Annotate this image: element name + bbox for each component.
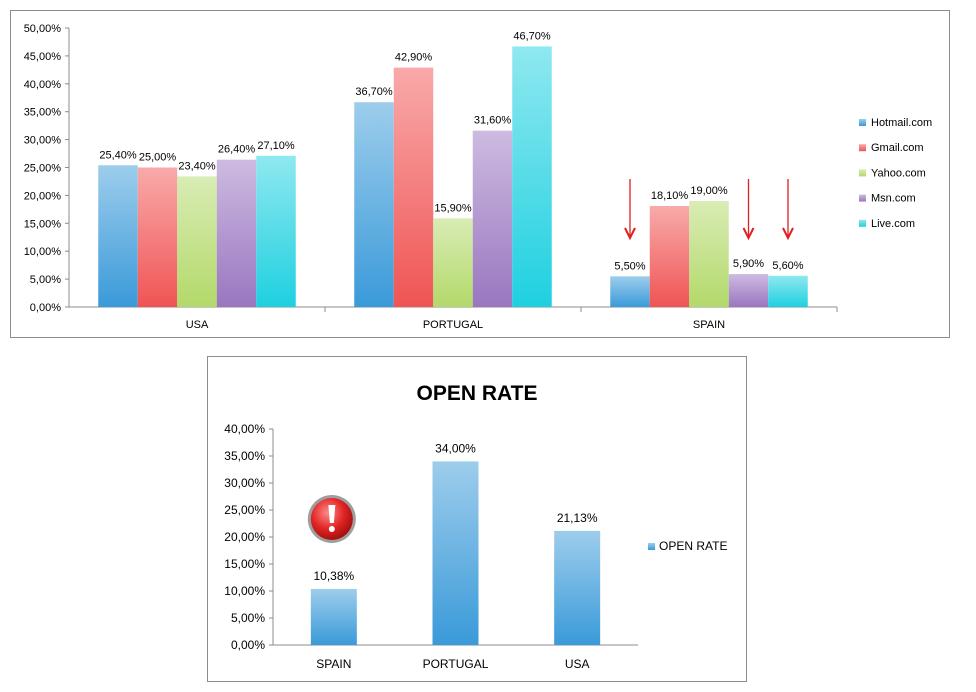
bar — [393, 67, 434, 307]
y-tick-label: 10,00% — [224, 584, 265, 598]
y-tick-label: 0,00% — [231, 638, 265, 652]
legend-entry: Msn.com — [871, 193, 916, 205]
bar — [768, 275, 808, 307]
bar — [649, 206, 690, 307]
data-label: 19,00% — [690, 185, 728, 197]
legend-entry: Live.com — [871, 218, 915, 230]
y-tick-label: 20,00% — [224, 530, 265, 544]
bar — [432, 461, 479, 645]
bar — [728, 274, 769, 307]
y-tick-label: 20,00% — [24, 190, 62, 202]
chart-title: OPEN RATE — [417, 382, 538, 405]
data-label: 15,90% — [434, 202, 472, 214]
data-label: 21,13% — [557, 511, 598, 525]
legend-entry: Gmail.com — [871, 142, 924, 154]
y-tick-label: 30,00% — [24, 135, 62, 147]
legend-swatch — [859, 219, 866, 227]
legend-entry: OPEN RATE — [659, 539, 727, 553]
y-tick-label: 25,00% — [24, 163, 62, 175]
bar — [472, 130, 513, 307]
y-tick-label: 40,00% — [24, 79, 62, 91]
email-provider-chart-svg: 0,00% 5,00% 10,00% 15,00% 20,00% 25,00% 30,00%… — [24, 23, 932, 331]
y-tick-label: 25,00% — [224, 503, 265, 517]
legend-swatch — [648, 543, 655, 550]
data-label: 27,10% — [257, 140, 295, 152]
data-label: 18,10% — [651, 190, 689, 202]
data-label: 42,90% — [395, 52, 433, 64]
bar — [689, 200, 729, 307]
y-tick-label: 10,00% — [24, 246, 62, 258]
bar — [137, 167, 178, 307]
data-label: 25,00% — [139, 152, 177, 164]
data-label: 31,60% — [474, 115, 512, 127]
down-arrow-icon — [782, 179, 794, 241]
legend-swatch — [859, 169, 866, 177]
data-label: 5,50% — [614, 260, 645, 272]
bar — [554, 530, 601, 645]
y-tick-label: 40,00% — [224, 422, 265, 436]
warning-icon — [307, 495, 356, 543]
down-arrow-icon — [742, 179, 755, 241]
y-tick-label: 5,00% — [30, 274, 61, 286]
y-tick-label: 15,00% — [24, 218, 62, 230]
y-tick-label: 50,00% — [24, 23, 62, 35]
data-label: 5,60% — [772, 260, 803, 272]
data-label: 25,40% — [99, 149, 137, 161]
bar — [610, 276, 650, 307]
bar — [256, 155, 296, 307]
x-tick-label: USA — [186, 319, 209, 331]
legend-swatch — [859, 194, 866, 202]
legend-entry: Hotmail.com — [871, 117, 932, 129]
x-tick-label: SPAIN — [316, 657, 351, 671]
bar — [177, 176, 217, 307]
bar — [216, 159, 257, 307]
bar — [310, 588, 357, 645]
y-tick-label: 15,00% — [224, 557, 265, 571]
y-tick-label: 0,00% — [30, 302, 61, 314]
y-tick-label: 35,00% — [24, 107, 62, 119]
data-label: 46,70% — [513, 30, 551, 42]
data-label: 10,38% — [313, 569, 354, 583]
y-tick-label: 30,00% — [224, 476, 265, 490]
legend-entry: Yahoo.com — [871, 167, 926, 179]
x-tick-label: PORTUGAL — [423, 319, 483, 331]
bar — [354, 102, 394, 308]
bar — [98, 165, 138, 307]
data-label: 5,90% — [733, 258, 764, 270]
y-tick-label: 5,00% — [231, 611, 265, 625]
data-label: 36,70% — [355, 86, 393, 98]
x-tick-label: USA — [565, 657, 590, 671]
data-label: 23,40% — [178, 160, 216, 172]
email-provider-chart: 0,00% 5,00% 10,00% 15,00% 20,00% 25,00% 30,00%… — [10, 10, 950, 338]
x-tick-label: SPAIN — [693, 319, 725, 331]
down-arrow-icon — [624, 179, 636, 241]
y-tick-label: 45,00% — [24, 51, 62, 63]
y-tick-label: 35,00% — [224, 449, 265, 463]
bar — [512, 46, 552, 307]
bar — [433, 218, 473, 307]
legend-swatch — [859, 119, 866, 126]
open-rate-chart: OPEN RATE 0,00% 5,00% 10,00% 15,00% 20,00% 25,… — [207, 356, 747, 682]
open-rate-chart-svg: OPEN RATE 0,00% 5,00% 10,00% 15,00% 20,00% 25,… — [224, 382, 727, 671]
legend-swatch — [859, 144, 866, 152]
data-label: 34,00% — [435, 441, 476, 455]
x-tick-label: PORTUGAL — [423, 657, 489, 671]
data-label: 26,40% — [218, 144, 256, 156]
